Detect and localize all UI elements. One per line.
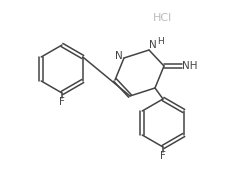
Text: F: F	[160, 151, 166, 161]
Text: NH: NH	[182, 61, 198, 71]
Text: HCl: HCl	[152, 13, 172, 23]
Text: F: F	[59, 97, 65, 107]
Text: N: N	[115, 51, 123, 61]
Text: H: H	[158, 37, 164, 46]
Text: N: N	[149, 40, 157, 50]
